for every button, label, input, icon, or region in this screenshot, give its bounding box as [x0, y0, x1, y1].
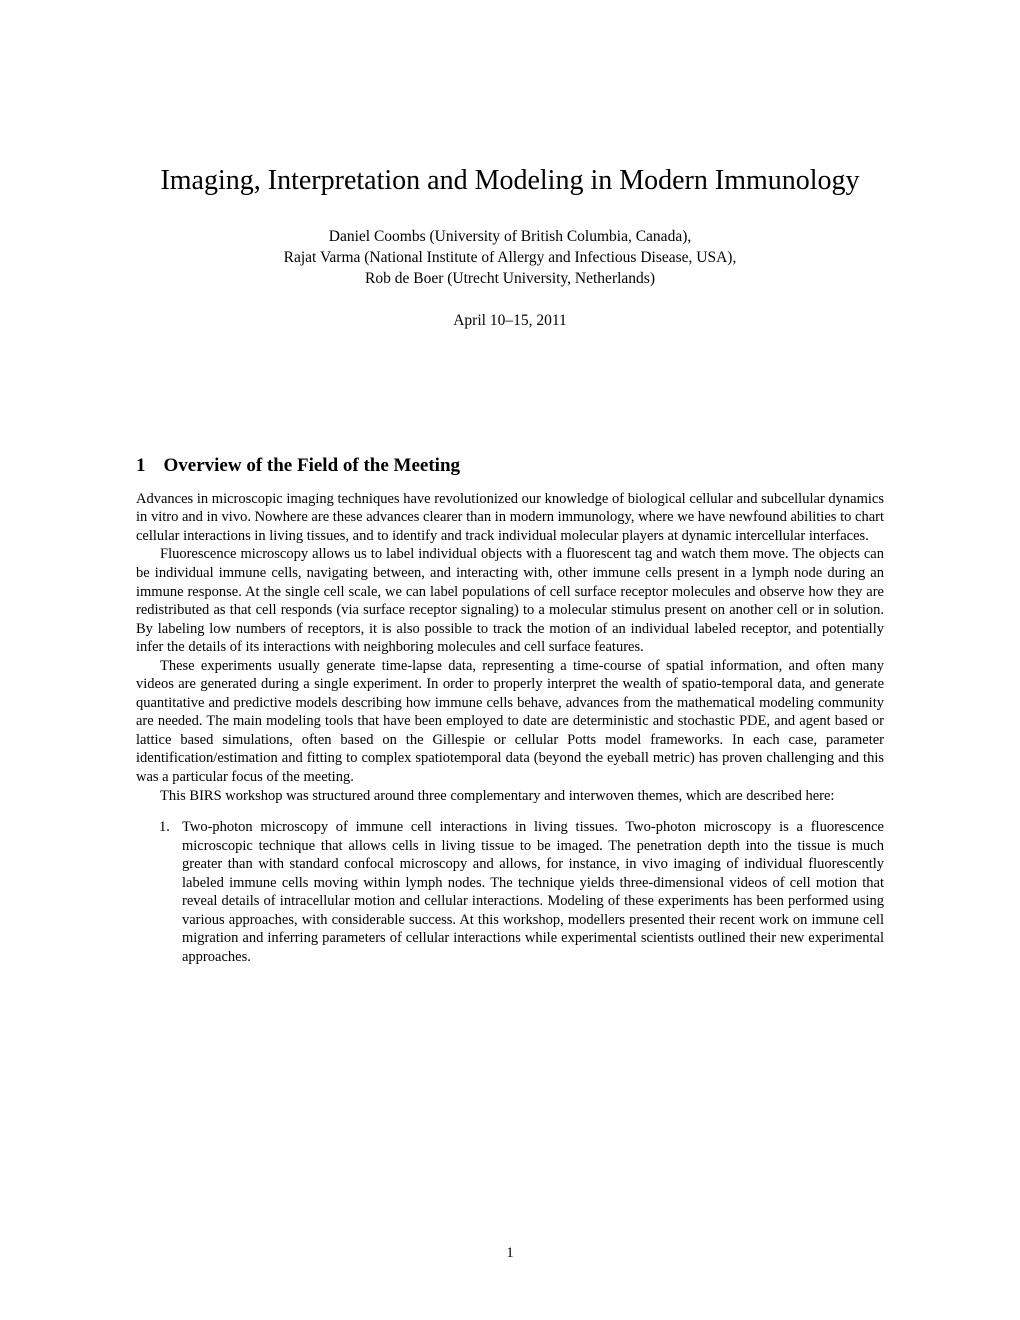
paragraph: This BIRS workshop was structured around… — [136, 787, 884, 806]
paragraph: Advances in microscopic imaging techniqu… — [136, 490, 884, 546]
paragraph: These experiments usually generate time-… — [136, 657, 884, 787]
paper-title: Imaging, Interpretation and Modeling in … — [136, 165, 884, 197]
paper-date: April 10–15, 2011 — [136, 312, 884, 330]
list-item: 1.Two-photon microscopy of immune cell i… — [182, 818, 884, 966]
page-number: 1 — [0, 1245, 1020, 1262]
section-number: 1 — [136, 455, 146, 477]
list-item-text: Two-photon microscopy of immune cell int… — [182, 819, 884, 965]
section-title: Overview of the Field of the Meeting — [164, 455, 461, 476]
list-marker: 1. — [159, 818, 170, 837]
author-block: Daniel Coombs (University of British Col… — [136, 227, 884, 290]
paragraph: Fluorescence microscopy allows us to lab… — [136, 545, 884, 656]
numbered-list: 1. Two-photon microscopy of immune cell i… — [136, 818, 884, 966]
body-text: Advances in microscopic imaging techniqu… — [136, 490, 884, 805]
author-line: Daniel Coombs (University of British Col… — [136, 227, 884, 248]
author-line: Rob de Boer (Utrecht University, Netherl… — [136, 269, 884, 290]
author-line: Rajat Varma (National Institute of Aller… — [136, 248, 884, 269]
section-heading: 1 Overview of the Field of the Meeting — [136, 455, 884, 477]
